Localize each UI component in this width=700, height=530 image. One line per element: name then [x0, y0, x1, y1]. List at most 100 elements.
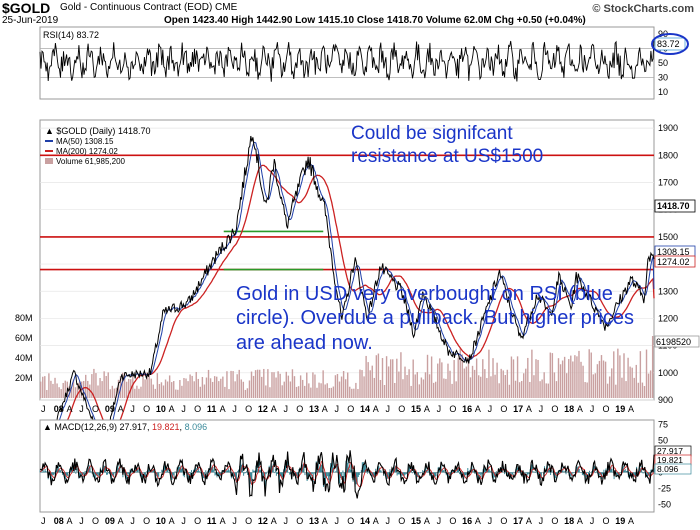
volume-bar [64, 380, 66, 398]
volume-bar [52, 383, 54, 398]
x-month-label: J [590, 404, 595, 414]
volume-bar [93, 368, 95, 398]
x-month-label: A [220, 516, 226, 526]
x-month-label: J [181, 404, 186, 414]
volume-bar [78, 381, 81, 398]
volume-bar [152, 384, 154, 398]
price-x-axis: J 08 A J O 09 A J O 10 A J O 11 A J O 12 A J O 13 A J O 14 A J O 15 A J… [41, 404, 634, 414]
volume-bar [101, 381, 103, 398]
volume-bar [394, 382, 396, 398]
price-tick-label: 1700 [658, 178, 678, 188]
volume-bar [453, 360, 455, 398]
volume-bar [187, 381, 189, 398]
macd-panel: ▲ MACD(12,26,9) 27.917, 19.821, 8.096 -5… [39, 419, 692, 513]
volume-bar [193, 381, 195, 398]
x-month-label: J [488, 516, 493, 526]
volume-bar [543, 372, 545, 398]
volume-bar [604, 361, 607, 398]
x-month-label: O [449, 404, 456, 414]
volume-bar [596, 364, 599, 398]
x-year-label: 16 [462, 516, 472, 526]
volume-bar [62, 382, 64, 398]
volume-bar [480, 376, 482, 398]
chart-date: 25-Jun-2019 [2, 15, 59, 26]
volume-bar [367, 362, 369, 398]
volume-bar [230, 370, 232, 398]
x-year-label: 12 [258, 516, 268, 526]
volume-bar [144, 379, 146, 398]
macd-right-labels: 27.917 19.821 8.096 [654, 445, 692, 475]
volume-bar [377, 353, 380, 398]
volume-bar [301, 379, 304, 398]
rsi-annotation: Gold in USD very overbought on RSI (blue… [236, 283, 634, 354]
volume-bar [484, 369, 486, 398]
ma200-last-label: 1274.02 [657, 257, 690, 267]
x-year-label: 11 [207, 404, 217, 414]
macd-tick-label: -25 [658, 483, 671, 493]
x-year-label: 14 [360, 516, 370, 526]
volume-bar [199, 386, 202, 398]
volume-bars [40, 336, 654, 398]
volume-bar [643, 385, 646, 398]
volume-bar [222, 376, 224, 398]
x-month-label: A [424, 404, 430, 414]
volume-bar [418, 384, 421, 398]
volume-bar [381, 358, 384, 398]
volume-bar [89, 384, 91, 398]
x-month-label: O [551, 516, 558, 526]
volume-bar [150, 378, 152, 398]
volume-bar [504, 374, 506, 398]
volume-bar [602, 360, 605, 398]
volume-bar [469, 377, 472, 398]
volume-bar [146, 372, 148, 398]
volume-bar [588, 349, 590, 398]
volume-bar [568, 359, 570, 398]
volume-bar [218, 381, 220, 398]
volume-bar [482, 359, 484, 398]
volume-bar [263, 368, 265, 398]
volume-bar [347, 372, 349, 398]
volume-bar [414, 374, 416, 398]
x-year-label: 13 [309, 516, 319, 526]
volume-bar [563, 356, 566, 398]
rsi-legend-value: 83.72 [77, 30, 100, 40]
volume-bar [121, 372, 124, 398]
volume-bar [68, 386, 71, 398]
volume-bar [228, 389, 230, 398]
x-year-label: 19 [615, 404, 625, 414]
volume-bar [60, 389, 62, 398]
volume-bar [351, 388, 353, 398]
volume-bar [293, 376, 296, 398]
x-month-label: O [398, 404, 405, 414]
price-tick-label: 1200 [658, 313, 678, 323]
rsi-tick-label: 30 [658, 72, 668, 82]
volume-bar [392, 359, 394, 398]
volume-bar [328, 387, 330, 398]
volume-bar [404, 366, 406, 398]
volume-bar [633, 377, 635, 398]
volume-bar [375, 355, 378, 398]
volume-bar [486, 378, 488, 398]
volume-bar [606, 383, 609, 398]
volume-bar [74, 387, 77, 398]
rsi-tick-label: 10 [658, 87, 668, 97]
volume-bar [631, 367, 633, 398]
x-month-label: O [347, 404, 354, 414]
x-month-label: J [539, 404, 544, 414]
volume-bar [353, 388, 355, 398]
macd-tick-label: -50 [658, 499, 671, 509]
x-month-label: O [245, 516, 252, 526]
x-year-label: 10 [156, 516, 166, 526]
volume-bar [238, 369, 240, 398]
x-month-label: O [602, 404, 609, 414]
volume-bar [531, 349, 533, 398]
volume-bar [103, 371, 105, 398]
rsi-grid [40, 48, 654, 78]
volume-bar [449, 370, 451, 398]
volume-bar [224, 386, 226, 398]
last-price-box [654, 199, 696, 213]
volume-bar [85, 374, 87, 398]
volume-bar [279, 373, 281, 398]
x-month-label: O [551, 404, 558, 414]
x-month-label: O [245, 404, 252, 414]
